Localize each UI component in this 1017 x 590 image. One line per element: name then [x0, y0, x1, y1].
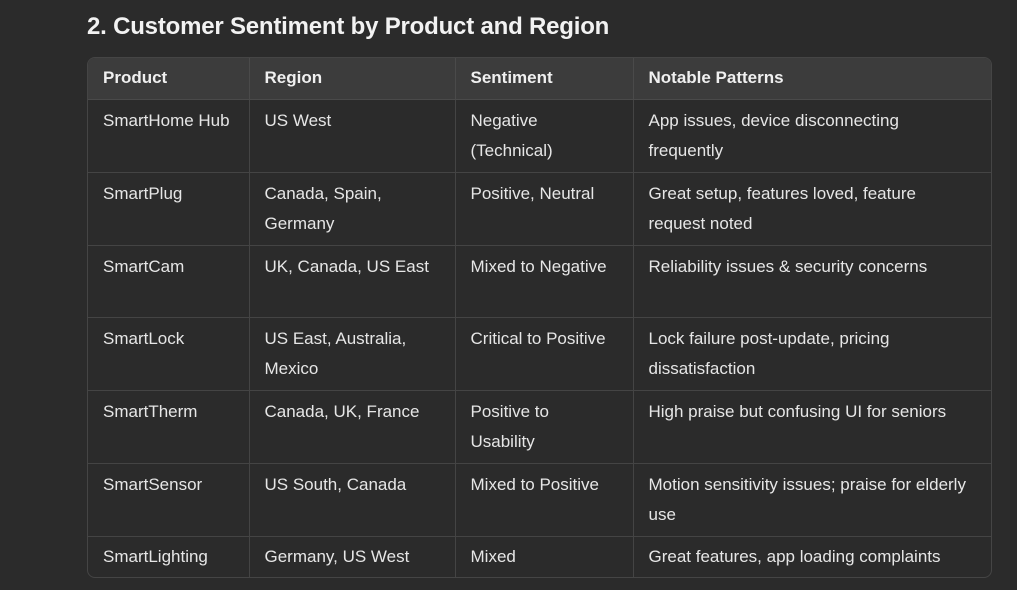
cell-product: SmartSensor: [88, 463, 250, 537]
cell-sentiment: Mixed to Negative: [455, 245, 634, 318]
cell-sentiment: Positive, Neutral: [455, 172, 634, 246]
cell-sentiment: Mixed: [455, 536, 634, 577]
cell-notable-patterns: Lock failure post-update, pricing dissat…: [633, 317, 991, 391]
cell-notable-patterns: Motion sensitivity issues; praise for el…: [633, 463, 991, 537]
section-heading: 2. Customer Sentiment by Product and Reg…: [87, 13, 610, 40]
table-row: SmartPlug Canada, Spain, Germany Positiv…: [88, 172, 991, 246]
cell-region: US South, Canada: [249, 463, 456, 537]
cell-product: SmartCam: [88, 245, 250, 318]
cell-product: SmartHome Hub: [88, 99, 250, 173]
cell-region: Canada, UK, France: [249, 390, 456, 464]
cell-notable-patterns: Reliability issues & security concerns: [633, 245, 991, 318]
cell-sentiment: Mixed to Positive: [455, 463, 634, 537]
column-header-region: Region: [249, 58, 456, 100]
cell-product: SmartLighting: [88, 536, 250, 577]
sentiment-table: Product Region Sentiment Notable Pattern…: [88, 58, 991, 577]
table-header: Product Region Sentiment Notable Pattern…: [88, 58, 991, 100]
cell-notable-patterns: High praise but confusing UI for seniors: [633, 390, 991, 464]
column-header-sentiment: Sentiment: [455, 58, 634, 100]
cell-notable-patterns: Great setup, features loved, feature req…: [633, 172, 991, 246]
table-row: SmartLighting Germany, US West Mixed Gre…: [88, 536, 991, 577]
cell-region: Canada, Spain, Germany: [249, 172, 456, 246]
cell-product: SmartPlug: [88, 172, 250, 246]
sentiment-table-container: Product Region Sentiment Notable Pattern…: [87, 57, 992, 578]
cell-product: SmartTherm: [88, 390, 250, 464]
table-body: SmartHome Hub US West Negative (Technica…: [88, 99, 991, 577]
cell-notable-patterns: App issues, device disconnecting frequen…: [633, 99, 991, 173]
table-row: SmartTherm Canada, UK, France Positive t…: [88, 390, 991, 464]
table-row: SmartSensor US South, Canada Mixed to Po…: [88, 463, 991, 537]
cell-sentiment: Negative (Technical): [455, 99, 634, 173]
cell-notable-patterns: Great features, app loading complaints: [648, 546, 941, 566]
column-header-product: Product: [88, 58, 250, 100]
cell-sentiment: Positive to Usability: [455, 390, 634, 464]
table-row: SmartHome Hub US West Negative (Technica…: [88, 99, 991, 173]
column-header-notable-patterns: Notable Patterns: [633, 58, 991, 100]
table-row: SmartLock US East, Australia, Mexico Cri…: [88, 317, 991, 391]
cell-sentiment: Critical to Positive: [455, 317, 634, 391]
cell-region: Germany, US West: [249, 536, 456, 577]
cell-region: UK, Canada, US East: [249, 245, 456, 318]
header-row: Product Region Sentiment Notable Pattern…: [88, 58, 991, 100]
cell-region: US East, Australia, Mexico: [249, 317, 456, 391]
cell-region: US West: [249, 99, 456, 173]
cell-product: SmartLock: [88, 317, 250, 391]
table-row: SmartCam UK, Canada, US East Mixed to Ne…: [88, 245, 991, 318]
